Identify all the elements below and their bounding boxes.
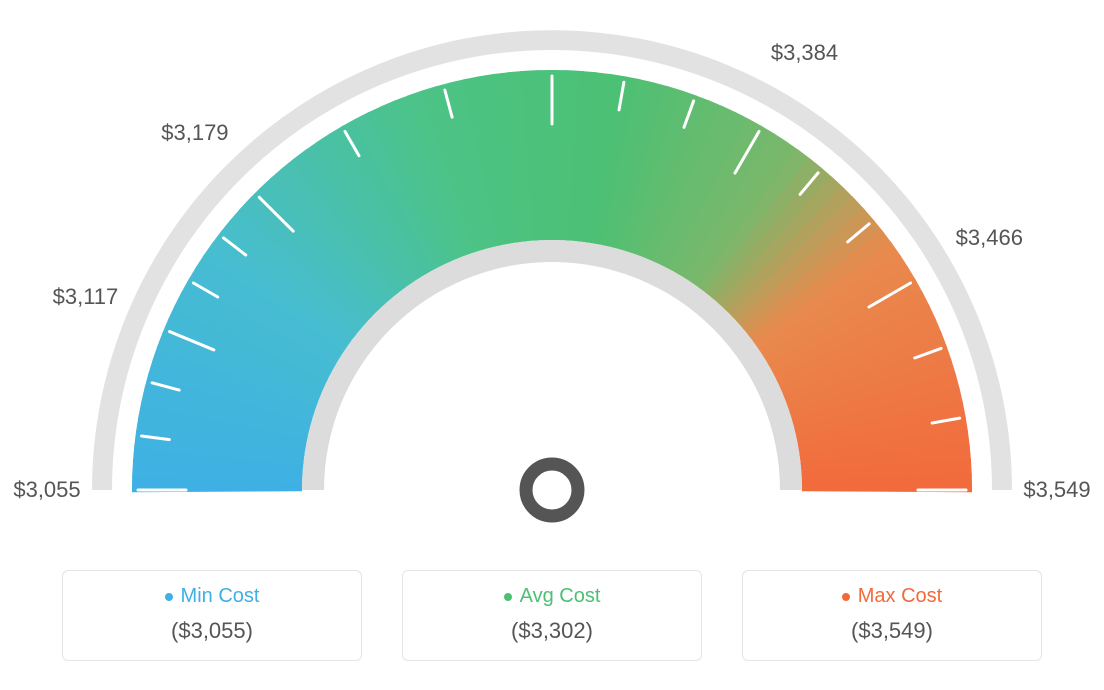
- legend-title-max: Max Cost: [842, 585, 942, 608]
- gauge-tick-label: $3,117: [53, 284, 119, 310]
- dot-icon: [165, 593, 173, 601]
- gauge-chart: $3,055$3,117$3,179$3,302$3,384$3,466$3,5…: [0, 0, 1104, 560]
- gauge-tick-label: $3,384: [771, 40, 838, 66]
- gauge-tick-label: $3,466: [956, 225, 1023, 251]
- legend-value-max: ($3,549): [763, 618, 1021, 644]
- legend-row: Min Cost ($3,055) Avg Cost ($3,302) Max …: [0, 570, 1104, 661]
- legend-title-text: Max Cost: [858, 585, 942, 608]
- legend-value-min: ($3,055): [83, 618, 341, 644]
- gauge-tick-label: $3,055: [13, 477, 80, 503]
- legend-title-avg: Avg Cost: [504, 585, 601, 608]
- gauge-tick-label: $3,179: [161, 120, 228, 146]
- legend-card-min: Min Cost ($3,055): [62, 570, 362, 661]
- legend-title-text: Min Cost: [181, 585, 260, 608]
- gauge-tick-label: $3,549: [1023, 477, 1090, 503]
- legend-card-max: Max Cost ($3,549): [742, 570, 1042, 661]
- dot-icon: [842, 593, 850, 601]
- legend-value-avg: ($3,302): [423, 618, 681, 644]
- legend-title-text: Avg Cost: [520, 585, 601, 608]
- gauge-svg: [0, 0, 1104, 560]
- legend-title-min: Min Cost: [165, 585, 260, 608]
- dot-icon: [504, 593, 512, 601]
- legend-card-avg: Avg Cost ($3,302): [402, 570, 702, 661]
